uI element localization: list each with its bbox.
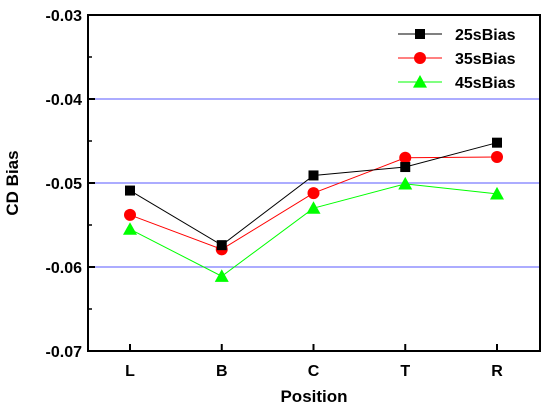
series-layer xyxy=(123,137,504,282)
x-tick-label-0: L xyxy=(125,363,135,380)
point-45sBias-C xyxy=(306,201,321,214)
gridlines xyxy=(88,98,540,268)
point-35sBias-R xyxy=(491,150,503,163)
x-tick-label-3: T xyxy=(400,363,410,380)
point-25sBias-T xyxy=(400,162,411,173)
y-tick-label-2: -0.05 xyxy=(46,176,83,193)
series-25sBias xyxy=(125,137,502,251)
point-45sBias-R xyxy=(490,186,504,200)
legend: 25sBias 35sBias 45sBias xyxy=(398,27,516,92)
legend-marker-45sBias xyxy=(413,75,427,88)
y-axis-title: CD Bias xyxy=(3,150,22,215)
x-tick-label-1: B xyxy=(216,363,228,380)
legend-label-25sBias: 25sBias xyxy=(455,27,516,44)
legend-label-35sBias: 35sBias xyxy=(455,51,516,68)
point-35sBias-L xyxy=(124,208,136,221)
point-35sBias-T xyxy=(399,151,412,164)
point-35sBias-C xyxy=(307,187,320,200)
y-tick-label-0: -0.03 xyxy=(46,8,83,25)
y-tick-label-1: -0.04 xyxy=(46,92,83,109)
y-tick-label-3: -0.06 xyxy=(46,260,83,277)
legend-marker-25sBias xyxy=(415,29,425,39)
legend-marker-35sBias xyxy=(414,52,426,64)
x-tick-label-4: R xyxy=(491,363,503,380)
point-25sBias-B xyxy=(216,240,227,251)
point-45sBias-B xyxy=(214,269,229,282)
x-axis-title: Position xyxy=(280,387,347,406)
point-45sBias-L xyxy=(123,222,137,235)
x-tick-label-2: C xyxy=(308,363,320,380)
y-tick-label-4: -0.07 xyxy=(46,344,83,361)
series-45sBias xyxy=(123,176,504,282)
point-25sBias-C xyxy=(308,170,319,181)
point-45sBias-T xyxy=(398,176,413,190)
point-25sBias-L xyxy=(125,185,135,196)
point-25sBias-R xyxy=(492,137,502,148)
legend-label-45sBias: 45sBias xyxy=(455,75,516,92)
y-axis: -0.03 -0.04 -0.05 -0.06 -0.07 xyxy=(46,8,95,361)
